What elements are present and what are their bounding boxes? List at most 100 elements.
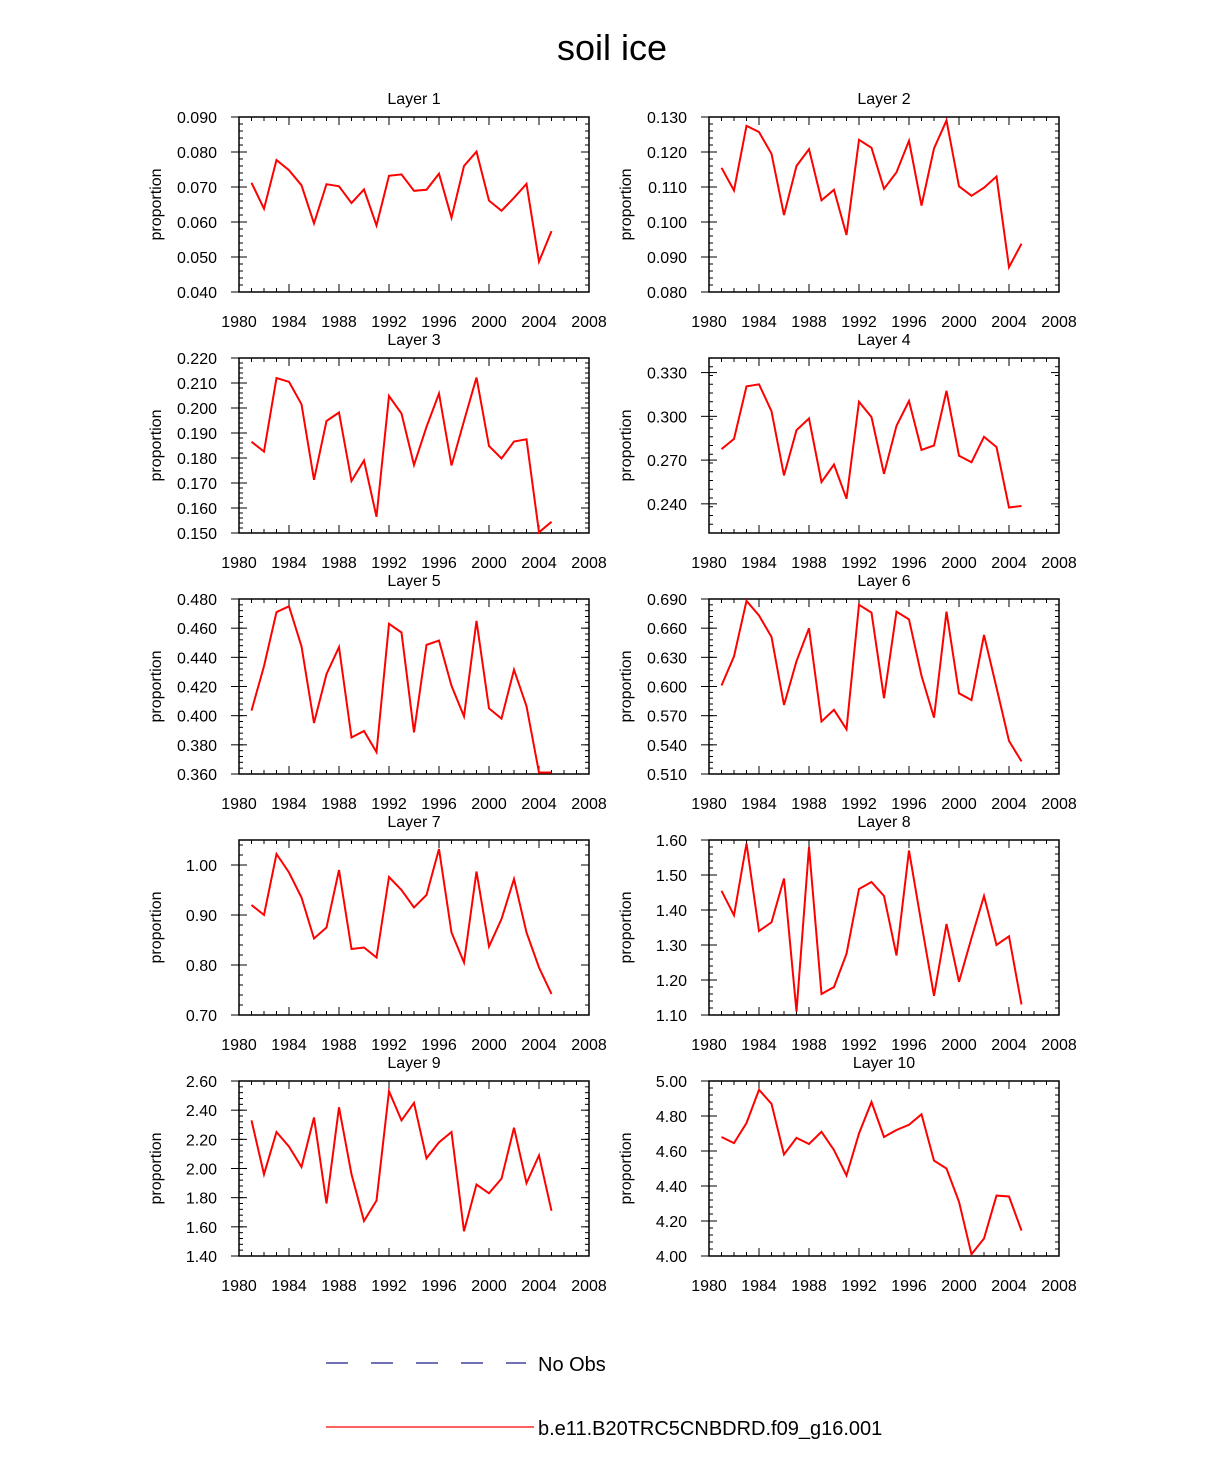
- layer-4-ytick-label: 0.270: [647, 453, 687, 470]
- layer-8-ytick-label: 1.40: [656, 903, 687, 920]
- layer-8-ytick-label: 1.50: [656, 868, 687, 885]
- layer-3-ytick-label: 0.190: [177, 426, 217, 443]
- layer-2-xtick-label: 2008: [1041, 314, 1077, 331]
- layer-4-xtick-label: 2008: [1041, 555, 1077, 572]
- layer-5-ytick-label: 0.360: [177, 767, 217, 784]
- layer-7-xtick-label: 2008: [571, 1037, 607, 1054]
- layer-5-ytick-label: 0.400: [177, 709, 217, 726]
- layer-3-xtick-label: 1980: [221, 555, 257, 572]
- layer-10-xtick-label: 1984: [741, 1278, 777, 1295]
- layer-4-xtick-label: 1988: [791, 555, 827, 572]
- layer-5-xtick-label: 1984: [271, 796, 307, 813]
- layer-1-ytick-label: 0.050: [177, 250, 217, 267]
- layer-5-ytick-label: 0.440: [177, 650, 217, 667]
- layer-3-ytick-label: 0.160: [177, 501, 217, 518]
- layer-4-panel: Layer 4 proportion 1980 1984 1988 1992 1996 200…: [618, 332, 1077, 572]
- layer-5-ylabel: proportion: [148, 650, 165, 722]
- layer-8-xtick-label: 2000: [941, 1037, 977, 1054]
- layer-10-ytick-label: 4.20: [656, 1214, 687, 1231]
- layer-2-ytick-label: 0.110: [648, 180, 687, 197]
- layer-4-ylabel: proportion: [618, 409, 635, 481]
- layer-8-xtick-label: 1988: [791, 1037, 827, 1054]
- layer-9-title: Layer 9: [387, 1055, 440, 1072]
- layer-6-ytick-label: 0.510: [647, 767, 687, 784]
- layer-5-ytick-label: 0.420: [177, 680, 217, 697]
- layer-7-plot-frame: [238, 839, 590, 1016]
- layer-10-xtick-label: 2000: [941, 1278, 977, 1295]
- layer-3-xtick-label: 2000: [471, 555, 507, 572]
- layer-6-xtick-label: 1984: [741, 796, 777, 813]
- layer-10-ylabel: proportion: [618, 1132, 635, 1204]
- layer-2-title: Layer 2: [857, 91, 910, 108]
- layer-8-ytick-label: 1.10: [656, 1008, 687, 1025]
- layer-1-ylabel: proportion: [148, 168, 165, 240]
- layer-2-xtick-label: 1992: [841, 314, 877, 331]
- layer-7-title: Layer 7: [387, 814, 440, 831]
- layer-7-xtick-label: 2000: [471, 1037, 507, 1054]
- layer-9-xtick-label: 1988: [321, 1278, 357, 1295]
- layer-1-xtick-label: 1992: [371, 314, 407, 331]
- layer-3-series-line: [250, 376, 553, 535]
- layer-7-xtick-label: 1980: [221, 1037, 257, 1054]
- layer-2-plot-frame: [708, 116, 1060, 293]
- layer-4-plot-frame: [708, 357, 1060, 534]
- layer-5-xtick-label: 2008: [571, 796, 607, 813]
- layer-4-xtick-label: 2004: [991, 555, 1027, 572]
- layer-6-plot-frame: [708, 598, 1060, 775]
- layer-4-ytick-label: 0.330: [647, 366, 687, 383]
- layer-8-ytick-label: 1.20: [656, 973, 687, 990]
- layer-8-ylabel: proportion: [618, 891, 635, 963]
- layer-9-xtick-label: 1992: [371, 1278, 407, 1295]
- layer-3-xtick-label: 1996: [421, 555, 457, 572]
- layer-8-xtick-label: 1980: [691, 1037, 727, 1054]
- layer-5-ytick-label: 0.380: [177, 738, 217, 755]
- layer-10-xtick-label: 1992: [841, 1278, 877, 1295]
- layer-3-xtick-label: 1988: [321, 555, 357, 572]
- layer-10-xtick-label: 1996: [891, 1278, 927, 1295]
- layer-4-xtick-label: 1992: [841, 555, 877, 572]
- legend-label-model: b.e11.B20TRC5CNBDRD.f09_g16.001: [538, 1418, 882, 1440]
- layer-3-title: Layer 3: [387, 332, 440, 349]
- layer-3-ytick-label: 0.180: [177, 451, 217, 468]
- layer-10-ytick-label: 5.00: [656, 1074, 687, 1091]
- layer-6-ytick-label: 0.570: [647, 709, 687, 726]
- layer-7-xtick-label: 1992: [371, 1037, 407, 1054]
- legend: No Obs b.e11.B20TRC5CNBDRD.f09_g16.001: [326, 1354, 882, 1440]
- layer-10-plot-frame: [708, 1080, 1060, 1257]
- layer-3-ytick-label: 0.210: [177, 376, 217, 393]
- layer-6-xtick-label: 1992: [841, 796, 877, 813]
- layer-2-ytick-label: 0.130: [647, 110, 687, 127]
- layer-9-xtick-label: 2000: [471, 1278, 507, 1295]
- layer-5-xtick-label: 1996: [421, 796, 457, 813]
- layer-3-panel: Layer 3 proportion 1980 1984 1988 1992 1996 200…: [148, 332, 607, 572]
- layer-5-xtick-label: 1992: [371, 796, 407, 813]
- layer-1-xtick-label: 2004: [521, 314, 557, 331]
- layer-6-ytick-label: 0.630: [647, 650, 687, 667]
- layer-7-ytick-label: 1.00: [186, 858, 217, 875]
- layer-6-title: Layer 6: [857, 573, 910, 590]
- layer-6-xtick-label: 1980: [691, 796, 727, 813]
- layer-8-xtick-label: 1992: [841, 1037, 877, 1054]
- layer-4-series-line: [720, 383, 1022, 509]
- layer-3-ytick-label: 0.170: [177, 476, 217, 493]
- layer-8-xtick-label: 1996: [891, 1037, 927, 1054]
- layer-6-ylabel: proportion: [618, 650, 635, 722]
- layer-10-xtick-label: 2004: [991, 1278, 1027, 1295]
- layer-4-xtick-label: 1980: [691, 555, 727, 572]
- layer-5-plot-frame: [238, 598, 590, 775]
- layer-1-panel: Layer 1 proportion 1980 1984 1988 1992 1996 200…: [148, 91, 607, 331]
- layer-1-xtick-label: 2000: [471, 314, 507, 331]
- layer-8-title: Layer 8: [857, 814, 910, 831]
- layer-4-xtick-label: 2000: [941, 555, 977, 572]
- layer-1-series-line: [250, 149, 553, 266]
- layer-3-ytick-label: 0.150: [177, 526, 217, 543]
- layer-6-xtick-label: 1988: [791, 796, 827, 813]
- layer-10-xtick-label: 1988: [791, 1278, 827, 1295]
- layer-6-xtick-label: 2004: [991, 796, 1027, 813]
- layer-2-panel: Layer 2 proportion 1980 1984 1988 1992 1996 200…: [618, 91, 1077, 331]
- layer-1-xtick-label: 1988: [321, 314, 357, 331]
- layer-8-xtick-label: 1984: [741, 1037, 777, 1054]
- layer-9-panel: Layer 9 proportion 1980 1984 1988 1992 1996 200…: [148, 1055, 607, 1295]
- layer-7-ytick-label: 0.80: [186, 958, 217, 975]
